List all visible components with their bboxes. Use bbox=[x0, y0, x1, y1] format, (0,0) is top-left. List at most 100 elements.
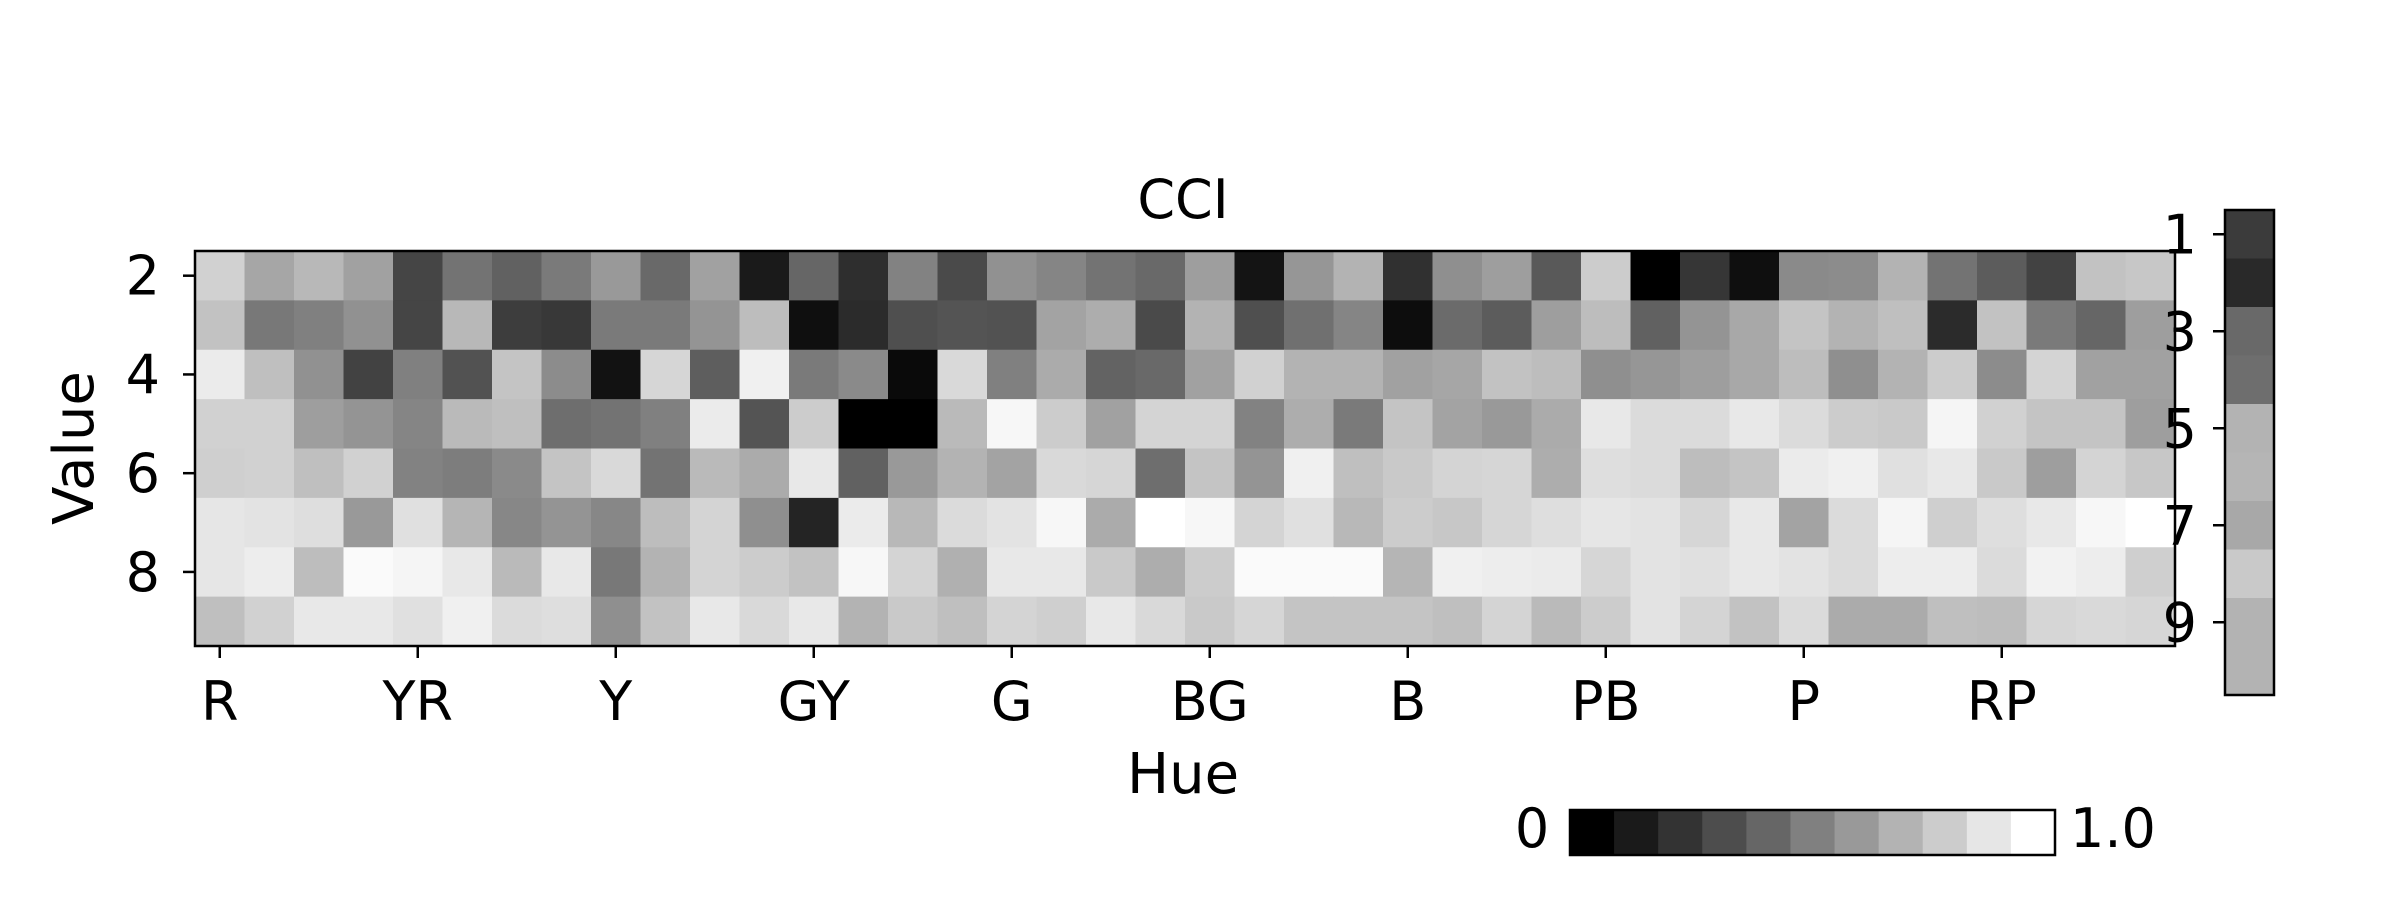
heatmap-cell bbox=[739, 251, 790, 301]
value-colorbar-band bbox=[2225, 210, 2274, 260]
heatmap-cell bbox=[888, 399, 939, 450]
heatmap-cell bbox=[1581, 349, 1632, 400]
heatmap-cell bbox=[294, 349, 345, 400]
heatmap-cell bbox=[1284, 300, 1335, 351]
heatmap-cell bbox=[2125, 596, 2176, 647]
heatmap-cell bbox=[244, 448, 295, 499]
value-colorbar-band bbox=[2225, 355, 2274, 405]
heatmap-cell bbox=[1927, 399, 1978, 450]
heatmap-cell bbox=[1927, 300, 1978, 351]
value-colorbar-tick-label: 3 bbox=[2163, 300, 2197, 363]
heatmap-cell bbox=[1333, 349, 1384, 400]
heatmap-cell bbox=[1432, 399, 1483, 450]
heatmap-cell bbox=[1185, 547, 1236, 598]
heatmap-cell bbox=[2076, 547, 2127, 598]
heatmap-cell bbox=[1234, 497, 1285, 548]
heatmap-cell bbox=[2125, 251, 2176, 301]
heatmap-cell bbox=[343, 547, 394, 598]
heatmap-cell bbox=[1284, 547, 1335, 598]
heatmap-cell bbox=[937, 596, 988, 647]
heatmap-cell bbox=[1581, 497, 1632, 548]
x-tick-label: GY bbox=[778, 670, 851, 733]
heatmap-cell bbox=[1878, 596, 1929, 647]
heatmap-cell bbox=[1630, 251, 1681, 301]
heatmap-cell bbox=[244, 497, 295, 548]
y-tick-label: 8 bbox=[126, 541, 160, 604]
plot-frame bbox=[193, 249, 2177, 648]
heatmap-cell bbox=[1680, 547, 1731, 598]
heatmap-cell bbox=[1729, 399, 1780, 450]
heatmap-cell bbox=[1878, 497, 1929, 548]
x-tick-label: R bbox=[201, 670, 239, 733]
heatmap-cell bbox=[2026, 547, 2077, 598]
value-colorbar-band bbox=[2225, 501, 2274, 551]
heatmap-cell bbox=[1779, 399, 1830, 450]
heatmap-cell bbox=[541, 448, 592, 499]
heatmap-cell bbox=[1828, 300, 1879, 351]
value-colorbar-frame bbox=[2223, 208, 2276, 697]
heatmap-cell bbox=[739, 497, 790, 548]
heatmap-cell bbox=[739, 399, 790, 450]
heatmap-cell bbox=[739, 448, 790, 499]
heatmap-cell bbox=[1234, 399, 1285, 450]
y-ticks: 2 4 6 8 bbox=[126, 245, 195, 604]
heatmap-cell bbox=[888, 596, 939, 647]
heatmap-cell bbox=[1828, 497, 1879, 548]
heatmap-cell bbox=[690, 596, 741, 647]
heatmap-cell bbox=[343, 349, 394, 400]
heatmap-cell bbox=[1531, 251, 1582, 301]
heatmap-cell bbox=[442, 547, 493, 598]
heatmap-cell bbox=[1036, 349, 1087, 400]
heatmap-cell bbox=[1036, 251, 1087, 301]
heatmap-cell bbox=[1086, 547, 1137, 598]
heatmap-cell bbox=[1729, 596, 1780, 647]
heatmap-cell bbox=[640, 547, 691, 598]
hue-colorbar-band bbox=[1702, 810, 1747, 855]
hue-colorbar-band bbox=[1658, 810, 1703, 855]
value-colorbar-ticks: 1 3 5 7 9 bbox=[2163, 203, 2225, 654]
heatmap-cell bbox=[1878, 448, 1929, 499]
heatmap-cell bbox=[1086, 497, 1137, 548]
heatmap-cell bbox=[1630, 399, 1681, 450]
heatmap-cell bbox=[393, 497, 444, 548]
hue-colorbar-band bbox=[1790, 810, 1836, 855]
heatmap-cell bbox=[393, 349, 444, 400]
heatmap-cell bbox=[1482, 349, 1533, 400]
heatmap-cell bbox=[888, 448, 939, 499]
heatmap-cell bbox=[640, 596, 691, 647]
heatmap-cell bbox=[1977, 547, 2028, 598]
heatmap-cell bbox=[1135, 251, 1186, 301]
hue-colorbar-band bbox=[2010, 810, 2056, 855]
heatmap-cell bbox=[541, 596, 592, 647]
value-colorbar-band bbox=[2225, 307, 2274, 357]
hue-colorbar-band bbox=[1570, 810, 1615, 855]
heatmap-cell bbox=[1432, 300, 1483, 351]
heatmap-cell bbox=[591, 596, 642, 647]
heatmap-cell bbox=[195, 596, 246, 647]
heatmap-cell bbox=[541, 251, 592, 301]
heatmap-cell bbox=[2076, 497, 2127, 548]
heatmap-cell bbox=[937, 497, 988, 548]
heatmap-cell bbox=[1630, 349, 1681, 400]
heatmap-cell bbox=[987, 399, 1038, 450]
heatmap-cell bbox=[591, 349, 642, 400]
heatmap-cell bbox=[1927, 251, 1978, 301]
heatmap-cell bbox=[195, 399, 246, 450]
value-colorbar-tick-label: 7 bbox=[2163, 494, 2197, 557]
heatmap-cell bbox=[591, 547, 642, 598]
value-colorbar-band bbox=[2225, 258, 2274, 308]
x-tick-label: B bbox=[1389, 670, 1426, 733]
heatmap-cell bbox=[888, 547, 939, 598]
heatmap-cell bbox=[1878, 349, 1929, 400]
heatmap-cell bbox=[1086, 300, 1137, 351]
heatmap-cell bbox=[2026, 300, 2077, 351]
heatmap-cell bbox=[1284, 497, 1335, 548]
heatmap-cell bbox=[1432, 547, 1483, 598]
value-colorbar bbox=[2223, 208, 2276, 697]
heatmap-cell bbox=[1482, 547, 1533, 598]
heatmap-cell bbox=[244, 547, 295, 598]
heatmap-cell bbox=[2076, 300, 2127, 351]
heatmap-cell bbox=[1531, 448, 1582, 499]
heatmap-cell bbox=[690, 251, 741, 301]
